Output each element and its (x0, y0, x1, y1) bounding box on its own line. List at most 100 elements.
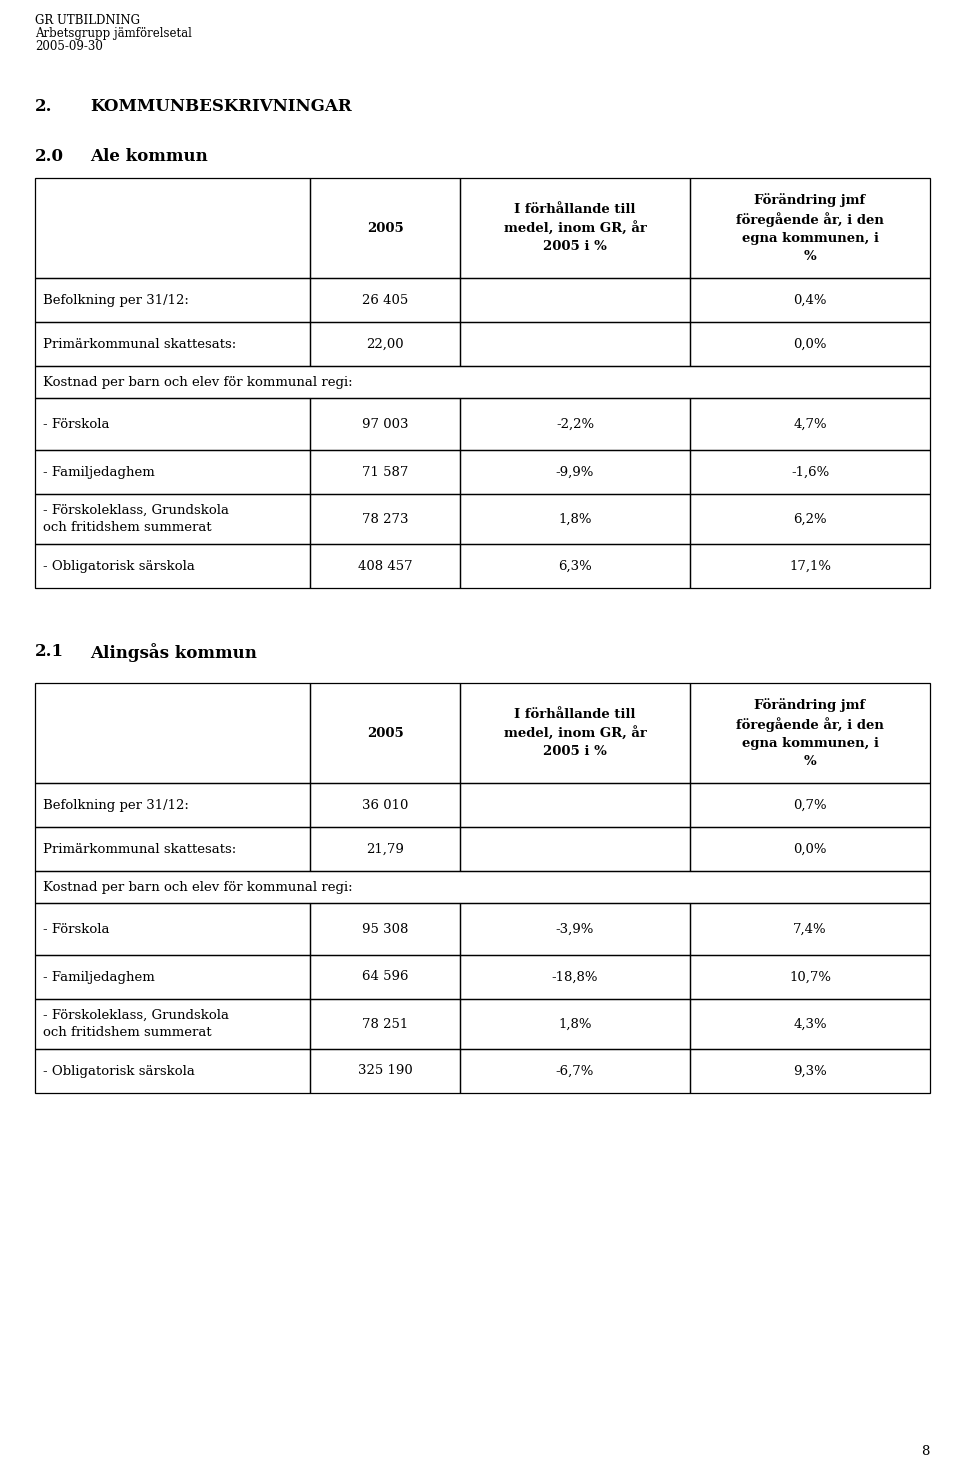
Bar (460, 783, 690, 827)
Text: 97 003: 97 003 (362, 417, 408, 430)
Bar (690, 544, 930, 588)
Bar (690, 279, 930, 321)
Bar (310, 1049, 460, 1094)
Text: 1,8%: 1,8% (559, 513, 591, 526)
Text: 4,3%: 4,3% (793, 1017, 827, 1030)
Text: Alingsås kommun: Alingsås kommun (90, 643, 257, 662)
Bar (690, 999, 930, 1049)
Bar (460, 494, 690, 544)
Bar (460, 682, 690, 783)
Text: I förhållande till
medel, inom GR, år
2005 i %: I förhållande till medel, inom GR, år 20… (504, 708, 646, 758)
Text: - Förskoleklass, Grundskola
och fritidshem summerat: - Förskoleklass, Grundskola och fritidsh… (43, 504, 229, 534)
Text: 1,8%: 1,8% (559, 1017, 591, 1030)
Text: Kostnad per barn och elev för kommunal regi:: Kostnad per barn och elev för kommunal r… (43, 880, 352, 893)
Text: 0,0%: 0,0% (793, 338, 827, 351)
Bar (460, 398, 690, 450)
Text: 6,2%: 6,2% (793, 513, 827, 526)
Text: 408 457: 408 457 (358, 560, 412, 572)
Text: 0,0%: 0,0% (793, 843, 827, 855)
Text: 22,00: 22,00 (366, 338, 404, 351)
Text: 8: 8 (922, 1445, 930, 1458)
Text: 2005-09-30: 2005-09-30 (35, 40, 103, 53)
Bar (35, 999, 310, 1049)
Text: 78 273: 78 273 (362, 513, 408, 526)
Text: -18,8%: -18,8% (552, 970, 598, 983)
Text: Primärkommunal skattesats:: Primärkommunal skattesats: (43, 843, 236, 855)
Text: I förhållande till
medel, inom GR, år
2005 i %: I förhållande till medel, inom GR, år 20… (504, 203, 646, 254)
Text: 64 596: 64 596 (362, 970, 408, 983)
Bar (310, 999, 460, 1049)
Bar (310, 494, 460, 544)
Text: KOMMUNBESKRIVNINGAR: KOMMUNBESKRIVNINGAR (90, 97, 351, 115)
Bar (460, 450, 690, 494)
Bar (460, 279, 690, 321)
Bar (310, 783, 460, 827)
Text: -2,2%: -2,2% (556, 417, 594, 430)
Bar (690, 955, 930, 999)
Text: 7,4%: 7,4% (793, 923, 827, 936)
Bar (460, 178, 690, 279)
Text: 78 251: 78 251 (362, 1017, 408, 1030)
Bar (310, 178, 460, 279)
Text: - Familjedaghem: - Familjedaghem (43, 970, 155, 983)
Text: 71 587: 71 587 (362, 466, 408, 479)
Bar (35, 366, 930, 398)
Bar (35, 279, 310, 321)
Bar (690, 783, 930, 827)
Bar (460, 999, 690, 1049)
Bar (35, 178, 310, 279)
Bar (310, 321, 460, 366)
Bar (35, 494, 310, 544)
Text: Ale kommun: Ale kommun (90, 147, 207, 165)
Bar (310, 955, 460, 999)
Bar (690, 1049, 930, 1094)
Text: 36 010: 36 010 (362, 799, 408, 812)
Text: Befolkning per 31/12:: Befolkning per 31/12: (43, 293, 189, 307)
Text: 0,7%: 0,7% (793, 799, 827, 812)
Bar (35, 827, 310, 871)
Bar (690, 398, 930, 450)
Text: -6,7%: -6,7% (556, 1064, 594, 1077)
Bar (310, 450, 460, 494)
Bar (310, 682, 460, 783)
Text: Kostnad per barn och elev för kommunal regi:: Kostnad per barn och elev för kommunal r… (43, 376, 352, 389)
Bar (690, 178, 930, 279)
Bar (460, 904, 690, 955)
Bar (310, 904, 460, 955)
Bar (690, 904, 930, 955)
Text: 2.: 2. (35, 97, 53, 115)
Text: 21,79: 21,79 (366, 843, 404, 855)
Bar (310, 398, 460, 450)
Bar (35, 955, 310, 999)
Bar (35, 871, 930, 904)
Text: - Obligatorisk särskola: - Obligatorisk särskola (43, 1064, 195, 1077)
Bar (35, 682, 310, 783)
Text: 2.0: 2.0 (35, 147, 64, 165)
Bar (35, 783, 310, 827)
Text: Befolkning per 31/12:: Befolkning per 31/12: (43, 799, 189, 812)
Bar (35, 450, 310, 494)
Bar (460, 955, 690, 999)
Bar (690, 321, 930, 366)
Bar (690, 827, 930, 871)
Text: 0,4%: 0,4% (793, 293, 827, 307)
Text: 325 190: 325 190 (358, 1064, 413, 1077)
Bar (460, 321, 690, 366)
Text: Förändring jmf
föregående år, i den
egna kommunen, i
%: Förändring jmf föregående år, i den egna… (736, 193, 884, 264)
Text: -9,9%: -9,9% (556, 466, 594, 479)
Text: 10,7%: 10,7% (789, 970, 831, 983)
Bar (690, 494, 930, 544)
Text: -1,6%: -1,6% (791, 466, 829, 479)
Text: 17,1%: 17,1% (789, 560, 831, 572)
Text: 2005: 2005 (367, 221, 403, 234)
Text: 95 308: 95 308 (362, 923, 408, 936)
Bar (460, 544, 690, 588)
Text: Primärkommunal skattesats:: Primärkommunal skattesats: (43, 338, 236, 351)
Text: Förändring jmf
föregående år, i den
egna kommunen, i
%: Förändring jmf föregående år, i den egna… (736, 697, 884, 768)
Bar (460, 827, 690, 871)
Bar (35, 544, 310, 588)
Bar (690, 450, 930, 494)
Text: 26 405: 26 405 (362, 293, 408, 307)
Text: - Förskoleklass, Grundskola
och fritidshem summerat: - Förskoleklass, Grundskola och fritidsh… (43, 1010, 229, 1039)
Bar (35, 1049, 310, 1094)
